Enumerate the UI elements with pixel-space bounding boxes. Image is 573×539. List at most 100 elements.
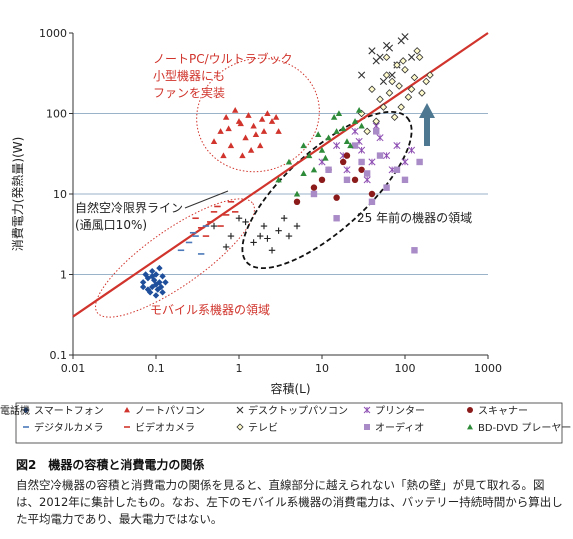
laptop-annotation-line: ファンを実装: [153, 85, 225, 100]
open-diamond-marker: [379, 103, 388, 111]
circle-marker: [333, 194, 340, 201]
legend-label: スマートフォン: [34, 406, 104, 417]
cooling-limit-leader: [184, 190, 229, 209]
star-marker: [376, 134, 384, 142]
mobile-region-ellipse: [95, 198, 255, 318]
square-marker: [358, 158, 365, 166]
open-diamond-marker: [388, 77, 396, 86]
square-marker: [333, 215, 340, 222]
triangle-marker: [242, 134, 249, 141]
triangle-marker: [330, 113, 338, 120]
triangle-marker: [210, 138, 218, 144]
triangle-marker: [315, 131, 322, 137]
caption-body: 自然空冷機器の容積と消費電力の関係を見ると、直線部分に越えられない「熱の壁」が見…: [16, 478, 563, 526]
plus-marker: [256, 232, 264, 240]
plus-marker: [293, 222, 301, 230]
triangle-marker: [264, 110, 271, 117]
diamond-marker: [159, 289, 166, 296]
open-diamond-marker: [382, 53, 391, 61]
open-diamond-marker: [426, 71, 434, 79]
triangle-marker: [351, 118, 359, 124]
series-テレビ: [357, 47, 434, 136]
legend-label: BD-DVD プレーヤー: [478, 422, 571, 434]
open-diamond-marker: [422, 77, 430, 86]
circle-marker: [368, 190, 376, 198]
y-axis-label: 消費電力(発熱量)(W): [10, 137, 25, 252]
circle-marker: [351, 176, 359, 184]
diamond-marker: [162, 279, 169, 286]
star-marker: [383, 152, 391, 160]
diamond-marker: [142, 271, 149, 278]
star-marker: [343, 166, 351, 174]
triangle-marker: [232, 106, 239, 113]
triangle-marker: [318, 147, 326, 153]
plus-marker: [242, 218, 249, 226]
open-diamond-marker: [415, 53, 424, 61]
legend-label: デスクトップパソコン: [248, 404, 348, 417]
series-BD-DVD プレーヤー: [275, 106, 365, 197]
plus-marker: [280, 215, 288, 222]
cooling-limit-line: [72, 32, 489, 318]
series-電話機: [210, 215, 301, 254]
open-diamond-marker: [397, 103, 405, 111]
x-tick-label: 1: [236, 362, 243, 375]
circle-marker: [310, 184, 318, 191]
open-diamond-marker: [236, 423, 244, 431]
open-diamond-marker: [399, 57, 407, 65]
x-tick-label: 0.1: [147, 362, 165, 375]
circle-marker: [293, 198, 301, 206]
figure-caption: 図2 機器の容積と消費電力の関係 自然空冷機器の容積と消費電力の関係を見ると、直…: [16, 456, 564, 528]
open-diamond-marker: [407, 85, 416, 94]
triangle-marker: [310, 166, 318, 173]
series-デスクトップパソコン: [358, 33, 416, 86]
triangle-marker: [275, 128, 282, 134]
plus-marker: [210, 222, 218, 230]
x-tick-label: 1000: [474, 362, 502, 375]
x-marker: [368, 47, 376, 55]
open-diamond-marker: [390, 113, 399, 121]
star-marker: [401, 158, 409, 166]
legend-label: ビデオカメラ: [135, 421, 195, 434]
triangle-marker: [220, 152, 227, 159]
plus-marker: [235, 215, 243, 222]
open-diamond-marker: [376, 95, 384, 104]
plus-marker: [227, 232, 235, 240]
circle-marker: [318, 176, 326, 184]
data-points: [139, 33, 434, 299]
triangle-marker: [124, 407, 130, 413]
square-marker: [376, 152, 384, 159]
open-diamond-marker: [401, 65, 409, 74]
diamond-marker: [152, 271, 160, 278]
open-diamond-marker: [385, 89, 394, 97]
cooling-limit-label-line: (通風口10%): [75, 218, 147, 232]
square-marker: [411, 247, 418, 254]
triangle-marker: [256, 142, 264, 149]
x-marker: [385, 44, 394, 52]
open-diamond-marker: [393, 61, 401, 69]
open-diamond-marker: [413, 47, 421, 55]
grid-lines: [73, 113, 488, 275]
triangle-marker: [222, 113, 230, 120]
star-marker: [358, 146, 366, 154]
x-marker: [358, 71, 366, 79]
triangle-marker: [247, 147, 255, 153]
circle-marker: [467, 407, 473, 413]
legend-label: 電話機: [0, 404, 30, 417]
triangle-marker: [268, 118, 276, 124]
plus-marker: [260, 222, 268, 230]
laptop-annotation-line: ノートPC/ウルトラブック: [153, 51, 293, 66]
triangle-marker: [300, 170, 307, 177]
star-marker: [368, 158, 376, 166]
axes: 0.01 0.1 1 10 100 10000.11101001000容積(L)消費電力(…: [10, 27, 502, 396]
circle-marker: [339, 158, 347, 166]
plus-marker: [264, 235, 271, 242]
circle-marker: [343, 152, 351, 159]
y-tick-label: 1: [60, 269, 67, 282]
mobile-annotation: モバイル系機器の領域: [150, 302, 270, 317]
plus-marker: [285, 232, 293, 240]
diamond-marker: [23, 407, 29, 413]
triangle-marker: [275, 176, 282, 183]
x-marker: [407, 53, 416, 61]
diamond-marker: [154, 286, 161, 293]
star-marker: [408, 146, 416, 154]
